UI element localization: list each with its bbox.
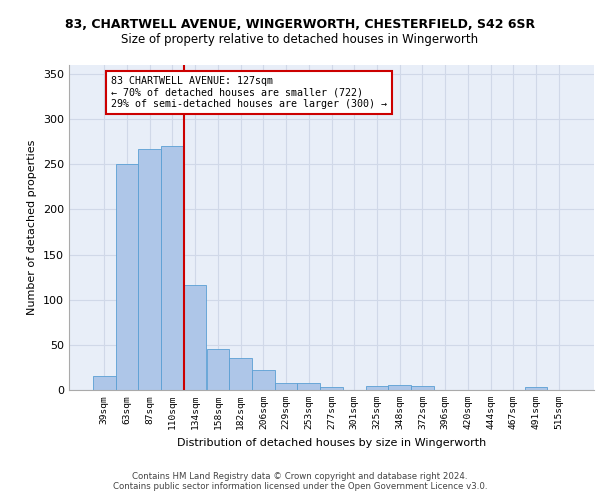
Bar bbox=[320, 388, 343, 390]
Bar bbox=[524, 388, 547, 390]
Bar bbox=[275, 383, 298, 390]
Bar bbox=[93, 376, 116, 390]
Text: Contains HM Land Registry data © Crown copyright and database right 2024.: Contains HM Land Registry data © Crown c… bbox=[132, 472, 468, 481]
Bar bbox=[411, 386, 434, 390]
Bar bbox=[206, 350, 229, 390]
Bar bbox=[229, 358, 252, 390]
X-axis label: Distribution of detached houses by size in Wingerworth: Distribution of detached houses by size … bbox=[177, 438, 486, 448]
Bar bbox=[139, 149, 161, 390]
Y-axis label: Number of detached properties: Number of detached properties bbox=[28, 140, 37, 315]
Bar bbox=[184, 286, 206, 390]
Bar bbox=[252, 370, 275, 390]
Text: 83 CHARTWELL AVENUE: 127sqm
← 70% of detached houses are smaller (722)
29% of se: 83 CHARTWELL AVENUE: 127sqm ← 70% of det… bbox=[111, 76, 387, 109]
Bar bbox=[116, 164, 139, 390]
Bar bbox=[388, 386, 411, 390]
Bar bbox=[161, 146, 184, 390]
Text: Contains public sector information licensed under the Open Government Licence v3: Contains public sector information licen… bbox=[113, 482, 487, 491]
Bar bbox=[365, 386, 388, 390]
Bar bbox=[298, 383, 320, 390]
Text: 83, CHARTWELL AVENUE, WINGERWORTH, CHESTERFIELD, S42 6SR: 83, CHARTWELL AVENUE, WINGERWORTH, CHEST… bbox=[65, 18, 535, 30]
Text: Size of property relative to detached houses in Wingerworth: Size of property relative to detached ho… bbox=[121, 32, 479, 46]
